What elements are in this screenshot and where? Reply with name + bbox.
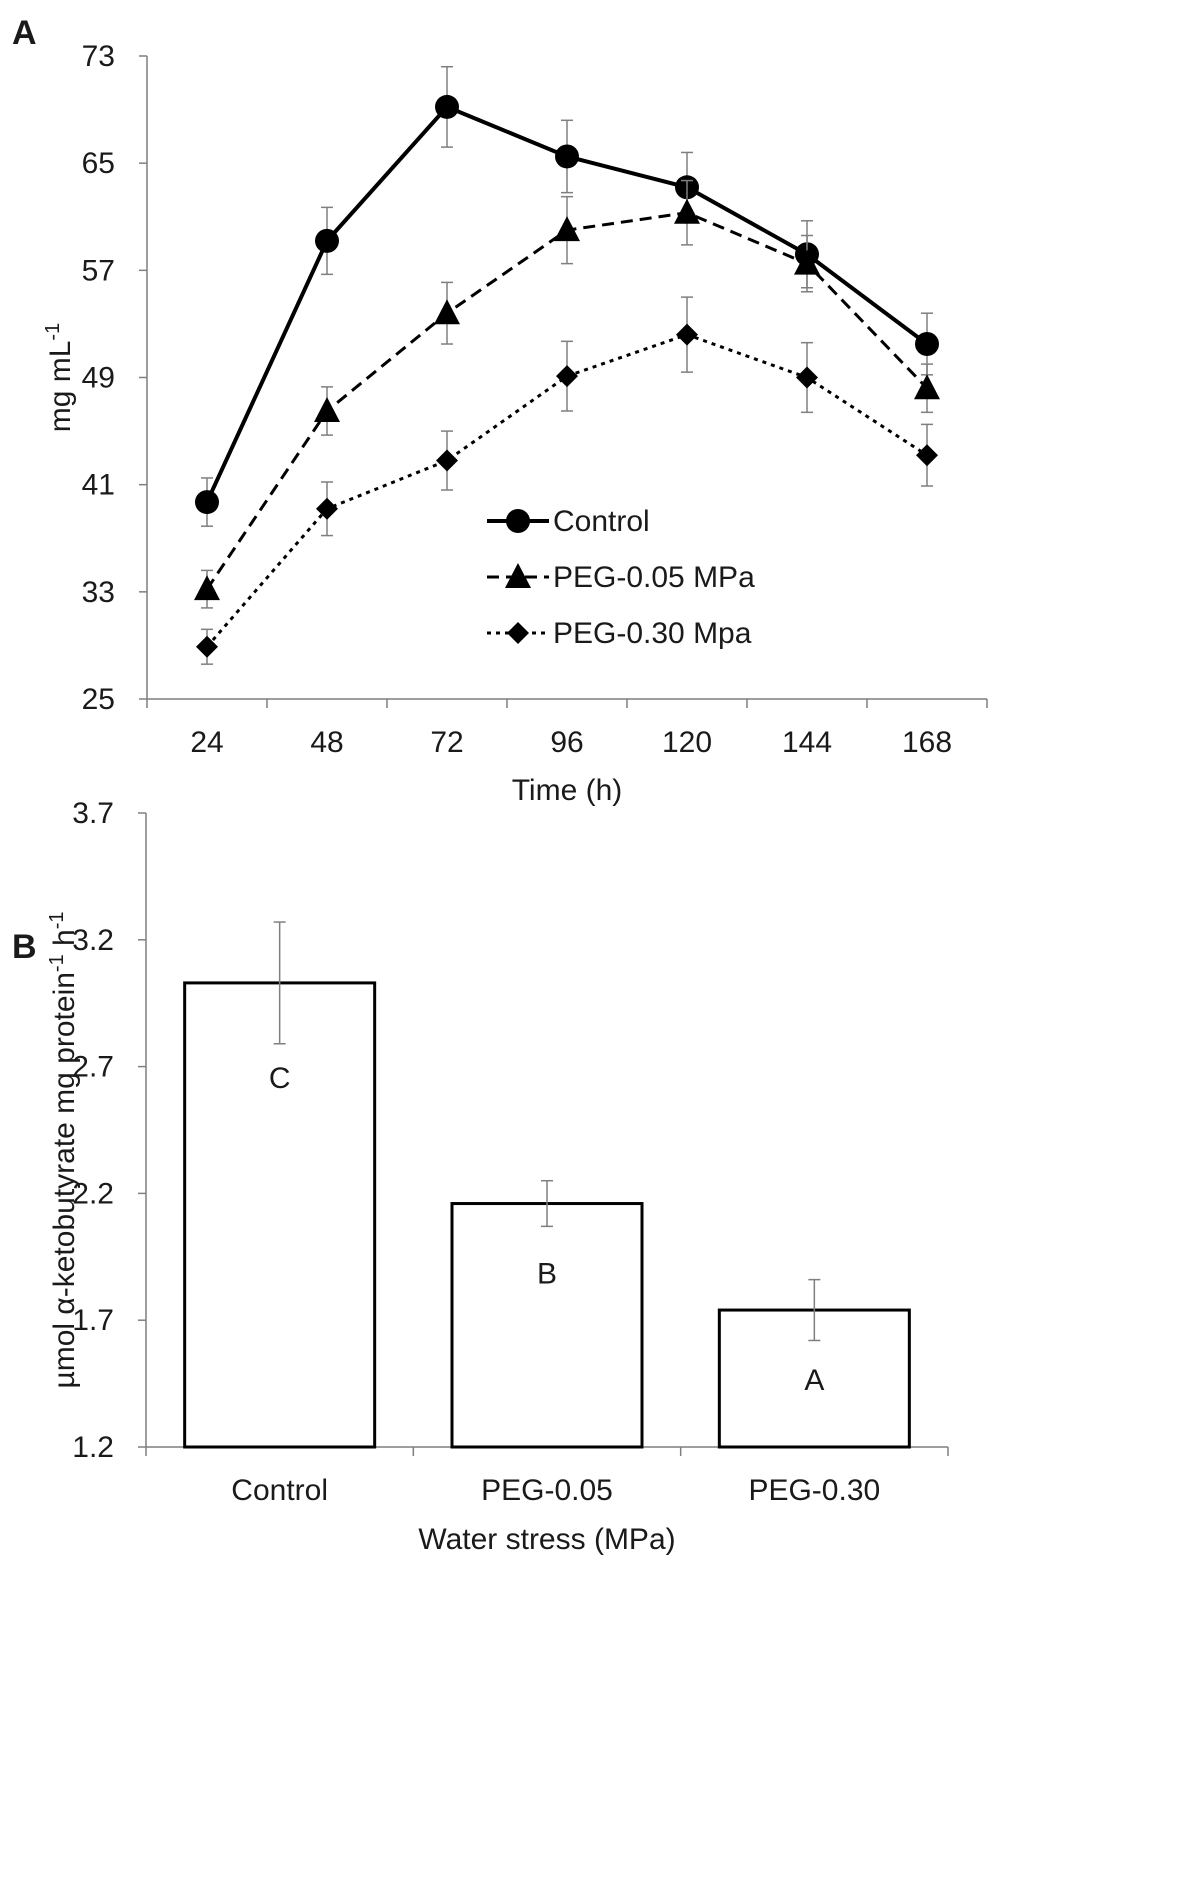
b-y-axis-title-sup2: -1 xyxy=(46,911,68,929)
a-y-tick-label: 25 xyxy=(82,683,115,716)
a-data-point xyxy=(316,497,338,520)
panel-a-legend: Control PEG-0.05 MPa PEG-0.30 Mpa xyxy=(487,505,755,650)
a-x-tick-label: 168 xyxy=(902,726,952,759)
a-x-tick-label: 72 xyxy=(430,726,463,759)
b-y-tick-label: 1.7 xyxy=(72,1304,114,1337)
panel-b-label: B xyxy=(12,928,37,966)
a-data-point xyxy=(796,366,818,389)
legend-item-2: PEG-0.05 MPa xyxy=(487,561,755,594)
a-series-1 xyxy=(195,65,939,527)
b-y-axis-title-mid: h xyxy=(48,929,81,954)
a-y-tick-label: 57 xyxy=(82,254,115,287)
a-data-point xyxy=(196,635,218,658)
bar-significance-letter: A xyxy=(804,1364,824,1397)
panel-a-axes: 25 33 41 49 57 65 73 24 48 72 96 120 144 168 Time (h) m… xyxy=(42,40,988,807)
a-x-tick-label: 24 xyxy=(190,726,223,759)
legend-label: PEG-0.30 Mpa xyxy=(553,617,752,650)
legend-item-3: PEG-0.30 Mpa xyxy=(487,617,752,650)
a-data-point xyxy=(315,228,339,253)
bar-significance-letter: B xyxy=(537,1258,557,1291)
panel-a-series xyxy=(194,65,940,665)
a-data-point xyxy=(556,365,578,388)
a-data-point xyxy=(555,144,579,169)
a-data-point xyxy=(915,332,939,357)
panel-b-axes: 1.2 1.7 2.2 2.7 3.2 3.7 Control PEG-0.05 PEG-0.3… xyxy=(46,797,949,1556)
b-y-axis-title: µmol α-ketobutyrate mg protein-1 h-1 xyxy=(46,911,81,1388)
a-y-tick-label: 73 xyxy=(82,40,115,73)
a-x-tick-label: 48 xyxy=(310,726,343,759)
legend-marker xyxy=(506,509,530,533)
b-x-axis-title: Water stress (MPa) xyxy=(418,1523,675,1556)
panel-b-bars: C B A xyxy=(183,921,911,1449)
a-series-3 xyxy=(196,296,938,665)
b-x-tick-label: Control xyxy=(231,1474,328,1507)
a-data-point xyxy=(435,94,459,119)
b-y-tick-label: 2.7 xyxy=(72,1051,114,1084)
a-data-point xyxy=(916,444,938,467)
a-x-tick-label: 96 xyxy=(550,726,583,759)
a-data-point xyxy=(314,396,340,422)
a-y-axis-title: mg mL-1 xyxy=(42,323,77,432)
a-data-point xyxy=(194,575,220,601)
bar-group-1: C xyxy=(183,921,377,1449)
b-x-tick-label: PEG-0.30 xyxy=(748,1474,880,1507)
a-x-axis-title: Time (h) xyxy=(512,774,623,807)
b-y-tick-label: 1.2 xyxy=(72,1431,114,1464)
a-y-tick-label: 41 xyxy=(82,469,115,502)
a-data-point xyxy=(434,299,460,325)
a-data-point xyxy=(554,216,580,242)
b-x-tick-label: PEG-0.05 xyxy=(481,1474,613,1507)
bar-group-2: B xyxy=(450,1179,644,1449)
a-data-point xyxy=(195,490,219,515)
a-x-tick-label: 144 xyxy=(782,726,832,759)
a-y-axis-title-sup: -1 xyxy=(42,323,64,341)
a-y-tick-label: 49 xyxy=(82,362,115,395)
b-y-axis-title-sup1: -1 xyxy=(46,954,68,972)
a-y-tick-label: 65 xyxy=(82,147,115,180)
b-y-tick-label: 2.2 xyxy=(72,1177,114,1210)
legend-label: Control xyxy=(553,505,650,538)
legend-marker xyxy=(507,622,529,644)
a-series-2 xyxy=(194,179,940,609)
b-y-tick-label: 3.2 xyxy=(72,924,114,957)
bar xyxy=(450,1202,644,1449)
panel-b-bar-chart: B 1.2 1.7 2.2 2.7 3.2 3.7 Control PEG-0.05 PEG-0… xyxy=(12,797,949,1556)
panel-a-line-chart: A 25 33 41 49 57 65 73 24 48 72 96 120 144 168 Time (h… xyxy=(12,14,988,807)
bar-significance-letter: C xyxy=(269,1062,291,1095)
a-data-point xyxy=(914,374,940,400)
b-y-axis-title-main: µmol α-ketobutyrate mg protein xyxy=(48,972,81,1388)
a-data-point xyxy=(794,249,820,275)
bar xyxy=(183,981,377,1449)
a-data-point xyxy=(436,449,458,472)
legend-label: PEG-0.05 MPa xyxy=(553,561,755,594)
a-y-tick-label: 33 xyxy=(82,576,115,609)
legend-marker xyxy=(505,563,531,588)
bar-group-3: A xyxy=(717,1278,911,1449)
panel-a-label: A xyxy=(12,14,37,52)
a-x-tick-label: 120 xyxy=(662,726,712,759)
b-y-tick-label: 3.7 xyxy=(72,797,114,830)
a-data-point xyxy=(676,323,698,346)
legend-item-1: Control xyxy=(487,505,650,538)
a-data-point xyxy=(674,198,700,224)
a-y-axis-title-main: mg mL xyxy=(44,341,77,433)
